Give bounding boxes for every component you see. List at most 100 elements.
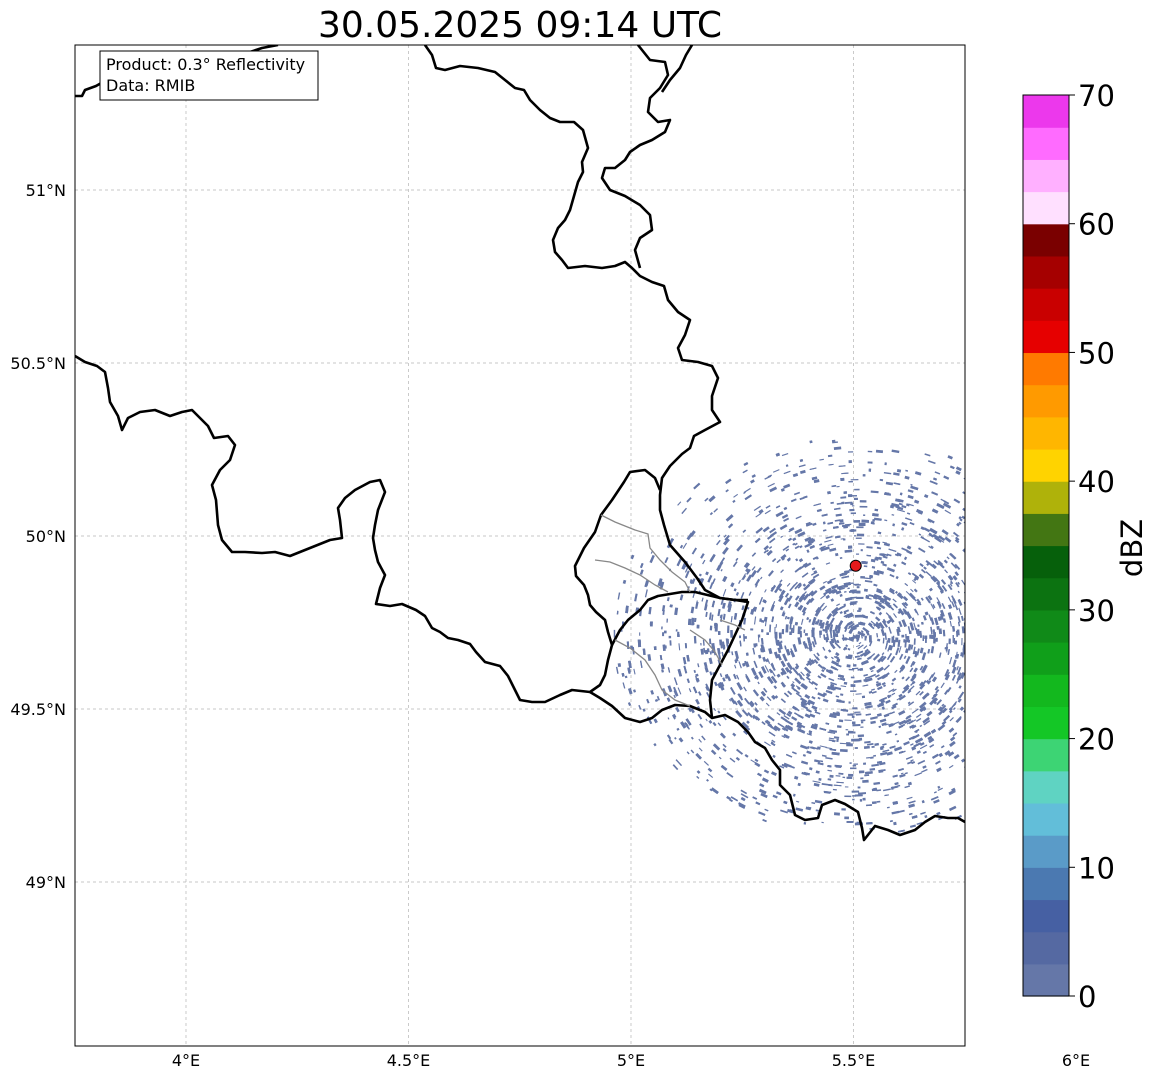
echo-pixel [719,673,723,678]
echo-pixel [974,661,976,664]
echo-pixel [815,607,821,613]
border-lu-de [694,590,750,719]
echo-pixel [776,673,781,678]
echo-pixel [805,521,811,525]
echo-pixel [762,819,767,823]
echo-pixel [791,751,797,755]
echo-pixel [969,671,972,675]
echo-pixel [735,591,740,596]
radar-site-marker[interactable] [849,559,862,572]
echo-pixel [855,537,862,539]
echo-pixel [764,741,771,747]
echo-pixel [886,604,891,609]
echo-pixel [796,686,801,691]
echo-pixel [781,513,789,519]
echo-pixel [941,602,946,610]
echo-pixel [930,545,934,550]
echo-pixel [930,626,933,635]
echo-pixel [823,790,832,793]
echo-pixel [722,641,725,650]
echo-pixel [869,767,876,771]
echo-pixel [864,648,869,653]
echo-pixel [797,637,802,645]
echo-pixel [653,646,657,651]
echo-pixel [1008,618,1011,622]
echo-pixel [784,736,788,739]
echo-pixel [687,618,692,626]
echo-pixel [790,683,796,688]
echo-pixel [850,767,857,770]
echo-pixel [750,479,755,484]
echo-pixel [894,590,898,594]
echo-pixel [806,708,812,713]
echo-pixel [859,621,866,626]
map-panel[interactable] [75,45,1157,1046]
echo-pixel [955,651,958,660]
echo-pixel [805,672,811,678]
echo-pixel [861,614,869,619]
echo-pixel [761,629,764,633]
echo-pixel [875,682,882,687]
colorbar-segment [1023,191,1069,225]
echo-pixel [613,629,616,638]
echo-pixel [879,718,887,723]
echo-pixel [820,547,827,552]
echo-pixel [703,760,709,766]
echo-pixel [870,716,878,720]
echo-pixel [876,588,883,594]
echo-pixel [877,676,882,681]
echo-pixel [982,633,984,639]
echo-pixel [740,789,748,795]
echo-pixel [862,474,866,477]
echo-pixel [873,623,876,627]
echo-pixel [892,688,897,692]
echo-pixel [973,726,978,731]
echo-pixel [787,764,795,769]
echo-pixel [783,506,788,511]
echo-pixel [920,811,926,815]
echo-pixel [813,503,821,507]
echo-pixel [761,607,765,612]
echo-pixel [986,733,992,740]
echo-pixel [1013,539,1020,547]
latitude-tick-labels: 51°N50.5°N50°N49.5°N49°N [10,181,66,892]
echo-pixel [639,632,641,636]
echo-pixel [851,582,855,584]
echo-pixel [911,724,917,729]
echo-pixel [969,610,973,616]
echo-pixel [647,654,652,661]
lat-tick-label: 51°N [26,181,66,200]
echo-pixel [968,542,974,547]
echo-pixel [926,692,930,697]
echo-pixel [766,549,769,553]
colorbar-segment [1023,674,1069,707]
echo-pixel [934,577,941,584]
echo-pixel [966,585,969,589]
echo-pixel [819,630,822,636]
echo-pixel [1071,707,1075,713]
echo-pixel [1089,682,1092,685]
echo-pixel [722,613,726,620]
echo-pixel [769,527,776,534]
echo-pixel [798,595,805,603]
echo-pixel [935,689,940,694]
echo-pixel [898,709,906,716]
echo-pixel [770,741,774,744]
echo-pixel [803,591,807,596]
echo-pixel [846,742,851,744]
echo-pixel [717,722,722,727]
echo-pixel [901,687,910,694]
echo-pixel [908,630,912,634]
echo-pixel [1009,594,1012,598]
echo-pixel [762,646,766,653]
echo-pixel [799,545,803,549]
echo-pixel [711,578,716,585]
echo-pixel [1002,659,1004,663]
echo-pixel [952,732,958,737]
echo-pixel [781,763,788,768]
echo-pixel [843,681,848,685]
echo-pixel [832,712,841,717]
echo-pixel [884,794,889,797]
echo-pixel [1002,788,1007,792]
echo-pixel [913,667,918,673]
